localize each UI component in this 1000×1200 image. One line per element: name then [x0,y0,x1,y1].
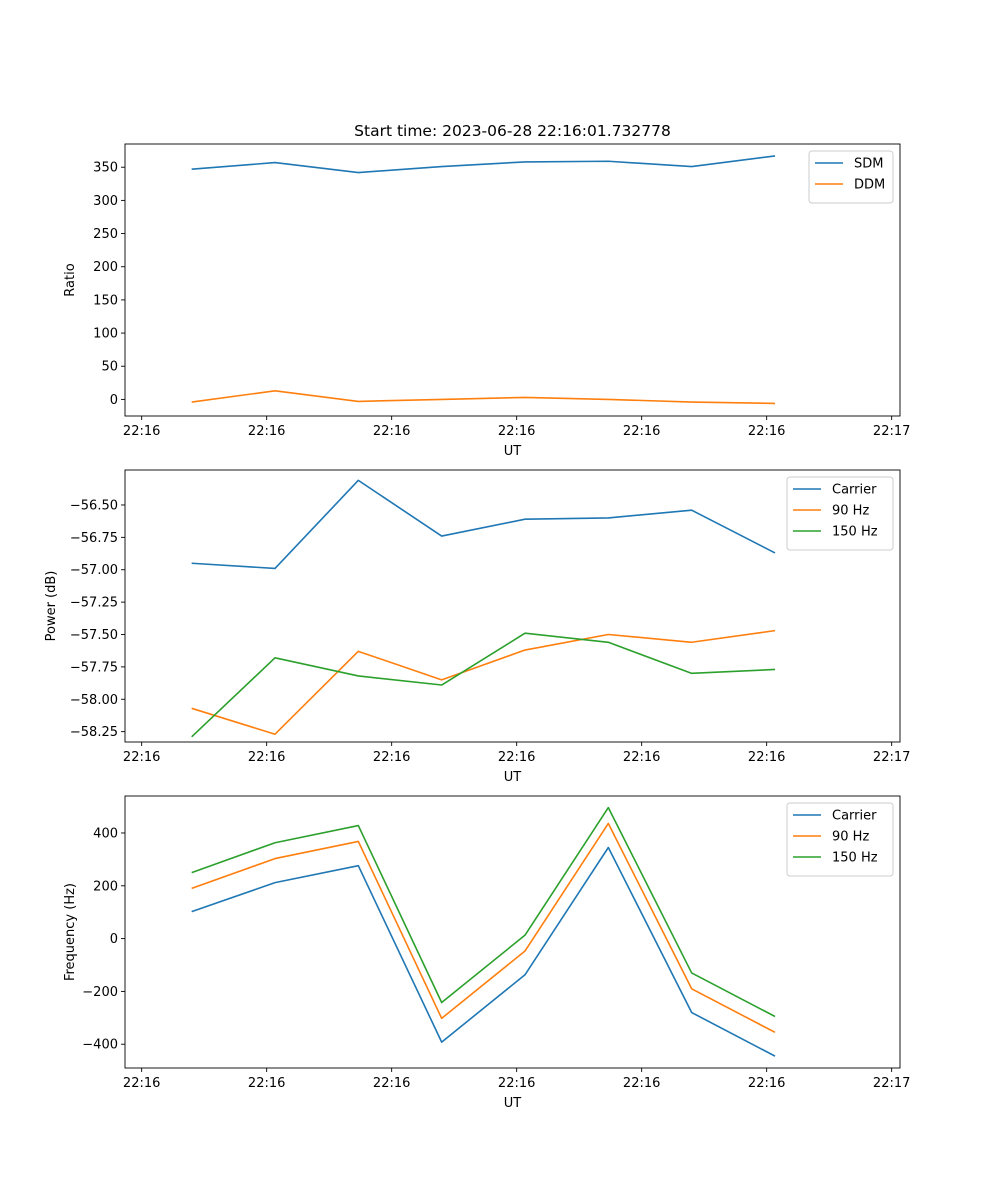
subplot-3: 22:16 22:16 22:16 22:16 22:16 22:16 22:17 −400 −… [63,795,910,1111]
subplot-2-x-tick-label: 22:16 [623,750,660,765]
subplot-1-x-tick-label: 22:16 [748,424,785,439]
subplot-3-y-tick-label: 0 [110,932,118,947]
subplot-1-x-axis-label: UT [504,444,522,459]
subplot-1-x-tick-label: 22:17 [873,424,910,439]
subplot-3-x-axis-label: UT [504,1096,522,1111]
subplot-3-y-tick-label: −200 [82,985,118,1000]
subplot-1-y-tick-label: 250 [93,227,118,242]
subplot-2-y-tick-label: −57.75 [70,660,118,675]
subplot-2-x-tick-label: 22:16 [748,750,785,765]
subplot-2: 22:16 22:16 22:16 22:16 22:16 22:16 22:17 −58.2… [44,469,910,785]
subplot-1-y-tick-label: 0 [110,393,118,408]
subplot-3-y-tick-label: −400 [82,1038,118,1053]
subplot-1-legend-label-2: DDM [854,178,885,193]
subplot-1-series-line-2 [191,389,776,405]
subplot-2-legend-label-1: Carrier [832,483,877,498]
subplot-1-legend-box [808,150,894,204]
subplot-3-series-line-2 [191,822,776,1034]
subplot-1-legend: SDM DDM [808,150,894,204]
subplot-1-x-tick-label: 22:16 [373,424,410,439]
subplot-3-axes-frame [124,795,901,1069]
subplot-1-y-tick-label: 100 [93,327,118,342]
subplot-2-x-tick-label: 22:16 [498,750,535,765]
subplot-3-series-line-1 [191,846,776,1057]
subplot-2-y-tick-label: −56.75 [70,531,118,546]
subplot-1-legend-label-1: SDM [854,157,883,172]
subplot-3-x-tick-label: 22:17 [873,1076,910,1091]
subplot-1: 22:16 22:16 22:16 22:16 22:16 22:16 22:17 0 50 10… [63,143,910,459]
subplot-2-y-tick-label: −57.25 [70,596,118,611]
subplot-3-x-tick-label: 22:16 [123,1076,160,1091]
subplot-1-x-tick-label: 22:16 [123,424,160,439]
subplot-1-y-tick-label: 350 [93,161,118,176]
subplot-2-y-axis-label: Power (dB) [44,571,59,642]
subplot-2-series-line-2 [191,629,776,736]
subplot-2-y-tick-label: −58.25 [70,725,118,740]
panels: 22:16 22:16 22:16 22:16 22:16 22:16 22:17 0 50 10… [44,143,910,1111]
subplot-3-x-tick-label: 22:16 [498,1076,535,1091]
subplot-2-y-tick-label: −57.50 [70,628,118,643]
subplot-3-y-tick-label: 200 [93,879,118,894]
subplot-1-axes-frame [124,143,901,417]
subplot-3-y-axis-label: Frequency (Hz) [63,883,78,981]
subplot-2-x-tick-label: 22:16 [373,750,410,765]
subplot-1-y-tick-label: 300 [93,194,118,209]
subplot-3-x-tick-label: 22:16 [623,1076,660,1091]
subplot-3-legend-label-3: 150 Hz [832,851,878,866]
subplot-2-x-axis-label: UT [504,770,522,785]
subplot-3-legend-label-1: Carrier [832,809,877,824]
subplot-2-y-tick-label: −58.00 [70,693,118,708]
subplot-3-x-tick-label: 22:16 [748,1076,785,1091]
subplot-3-x-tick-label: 22:16 [248,1076,285,1091]
subplot-1-x-tick-label: 22:16 [623,424,660,439]
subplot-1-y-tick-label: 50 [101,360,118,375]
subplot-2-x-tick-label: 22:17 [873,750,910,765]
subplot-3-series-line-3 [191,806,776,1018]
subplot-2-x-tick-label: 22:16 [123,750,160,765]
subplot-2-x-tick-label: 22:16 [248,750,285,765]
subplot-2-legend-label-3: 150 Hz [832,525,878,540]
subplot-2-legend-label-2: 90 Hz [832,504,869,519]
subplot-3-x-tick-label: 22:16 [373,1076,410,1091]
figure-title: Start time: 2023-06-28 22:16:01.732778 [354,122,671,140]
subplot-2-y-tick-label: −56.50 [70,498,118,513]
subplot-3-legend-label-2: 90 Hz [832,830,869,845]
subplot-2-series-line-3 [191,632,776,738]
subplot-2-axes-frame [124,469,901,743]
subplot-1-y-tick-label: 200 [93,260,118,275]
subplot-1-y-tick-label: 150 [93,293,118,308]
subplot-1-y-axis-label: Ratio [63,263,78,296]
subplot-2-series-line-1 [191,479,776,570]
subplot-3-legend: Carrier 90 Hz 150 Hz [786,802,894,877]
subplot-1-x-tick-label: 22:16 [498,424,535,439]
subplot-2-legend: Carrier 90 Hz 150 Hz [786,476,894,551]
subplot-2-y-tick-label: −57.00 [70,563,118,578]
subplot-1-series-line-1 [191,155,776,174]
subplot-1-x-tick-label: 22:16 [248,424,285,439]
subplot-3-y-tick-label: 400 [93,826,118,841]
